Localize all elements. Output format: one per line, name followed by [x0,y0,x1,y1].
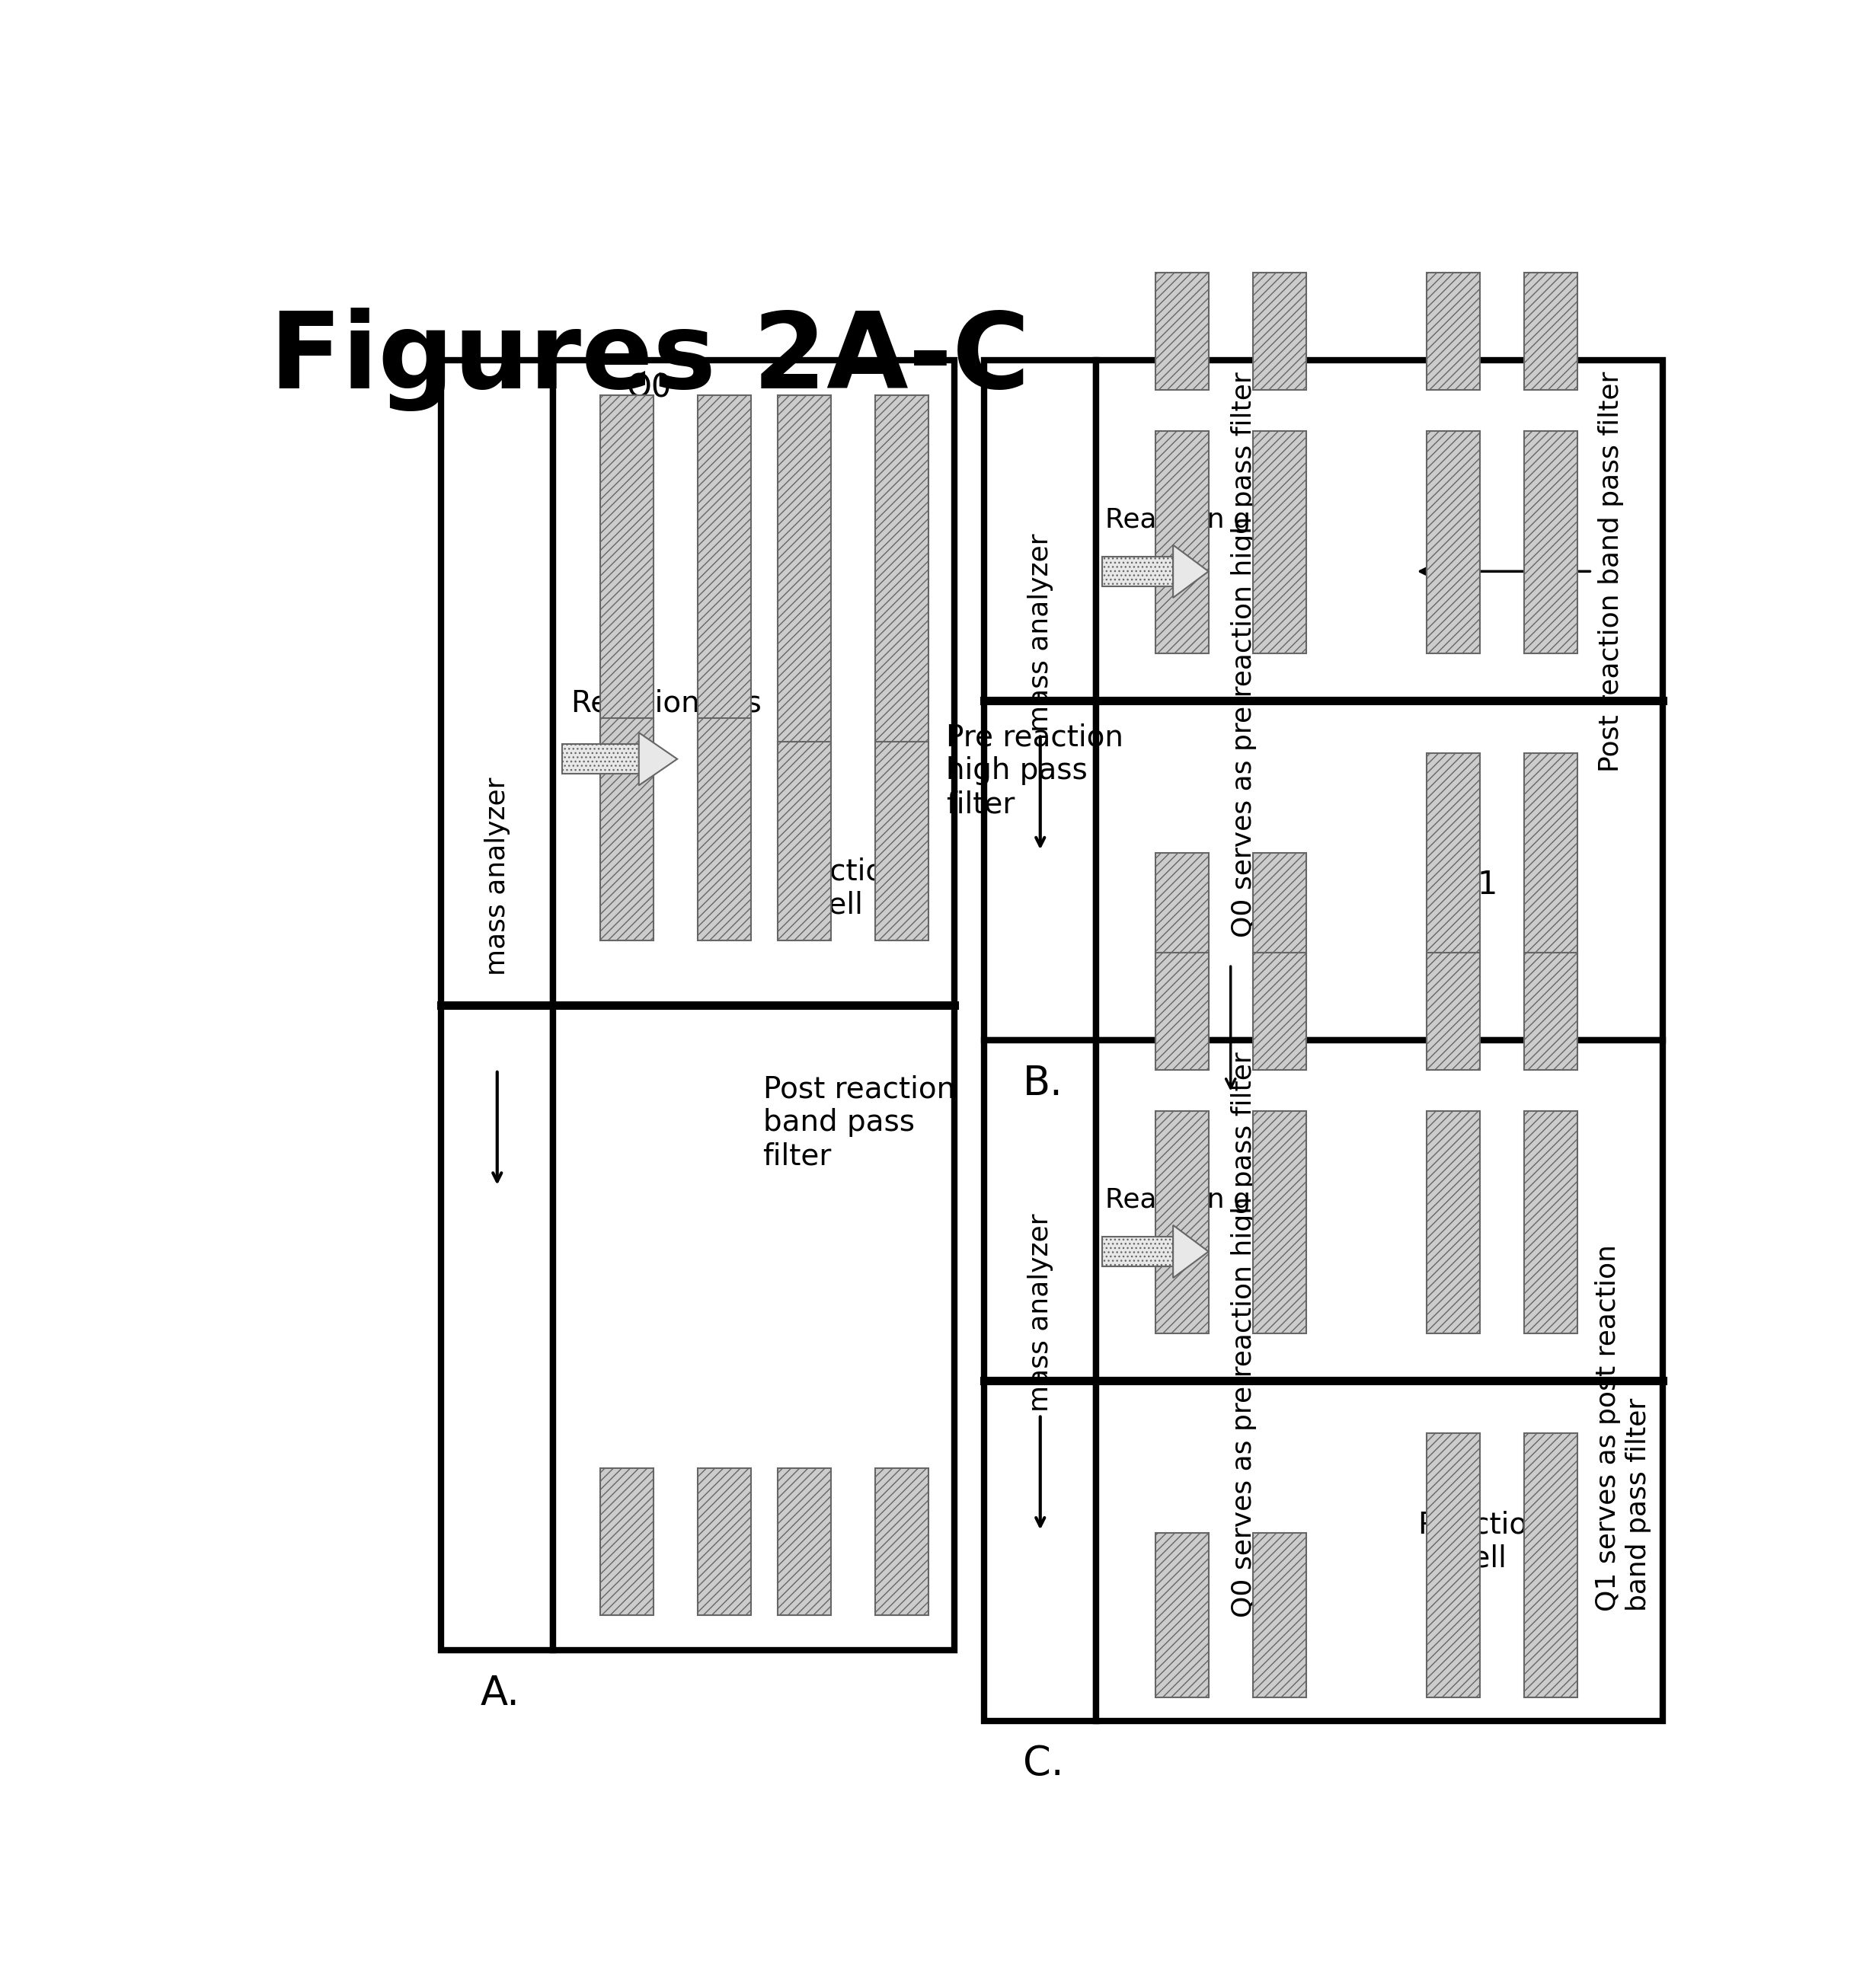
Bar [1428,953,1480,1070]
Bar [1103,556,1172,586]
Bar [874,395,929,777]
Bar [600,719,653,941]
Text: Reaction
cell: Reaction cell [1416,1511,1546,1573]
Polygon shape [640,733,677,784]
Bar [1428,1110,1480,1335]
Bar [777,741,831,941]
Text: mass analyzer: mass analyzer [1028,532,1052,731]
Text: Pre reaction
high pass
filter: Pre reaction high pass filter [946,723,1124,818]
Bar [1156,1533,1208,1698]
Bar [1253,431,1306,653]
Bar [1253,272,1306,389]
Bar [1525,953,1578,1070]
Text: Q1 serves as post reaction
band pass filter: Q1 serves as post reaction band pass fil… [1595,1243,1651,1611]
Text: mass analyzer: mass analyzer [484,777,510,975]
Bar [563,745,640,775]
Bar [1525,272,1578,389]
Bar [1156,953,1208,1070]
Polygon shape [1172,1225,1208,1277]
Bar [1253,852,1306,1017]
Bar [1253,1110,1306,1335]
Text: Q0 serves as pre reaction high pass filter: Q0 serves as pre reaction high pass filt… [1231,1053,1257,1619]
Text: Figures 2A-C: Figures 2A-C [270,308,1030,411]
Bar [698,1468,750,1615]
Bar [1096,1041,1662,1720]
Bar [874,741,929,941]
Bar [985,1041,1096,1720]
Bar [1428,753,1480,1017]
Text: A.: A. [480,1674,520,1714]
Bar [1525,431,1578,653]
Bar [1428,272,1480,389]
Bar [553,359,955,1650]
Text: Post reaction band pass filter: Post reaction band pass filter [1598,371,1625,773]
Text: B.: B. [1022,1064,1064,1104]
Text: Reaction gas: Reaction gas [570,689,762,719]
Bar [777,395,831,777]
Text: Post reaction
band pass
filter: Post reaction band pass filter [764,1074,955,1170]
Polygon shape [1172,544,1208,598]
Bar [1428,1434,1480,1698]
Bar [1156,272,1208,389]
Text: Q0 serves as pre reaction high pass filter: Q0 serves as pre reaction high pass filt… [1231,371,1257,937]
Bar [1428,431,1480,653]
Bar [1525,753,1578,1017]
Text: Q1: Q1 [1454,870,1499,902]
Text: Reaction gas: Reaction gas [1105,1188,1281,1213]
Bar [1103,1237,1172,1267]
Bar [441,359,553,1650]
Text: C.: C. [1022,1744,1064,1783]
Bar [600,395,653,777]
Bar [698,395,750,777]
Bar [600,1468,653,1615]
Bar [1096,359,1662,1041]
Text: mass analyzer: mass analyzer [1028,1213,1052,1412]
Bar [1156,852,1208,1017]
Bar [1253,953,1306,1070]
Bar [874,1468,929,1615]
Bar [1525,1434,1578,1698]
Text: Reaction
cell: Reaction cell [775,856,902,920]
Bar [1253,1533,1306,1698]
Text: Q0: Q0 [627,371,672,403]
Text: Reaction gas: Reaction gas [1105,506,1281,534]
Bar [1156,431,1208,653]
Bar [985,359,1096,1041]
Bar [698,719,750,941]
Bar [777,1468,831,1615]
Bar [1525,1110,1578,1335]
Bar [1156,1110,1208,1335]
